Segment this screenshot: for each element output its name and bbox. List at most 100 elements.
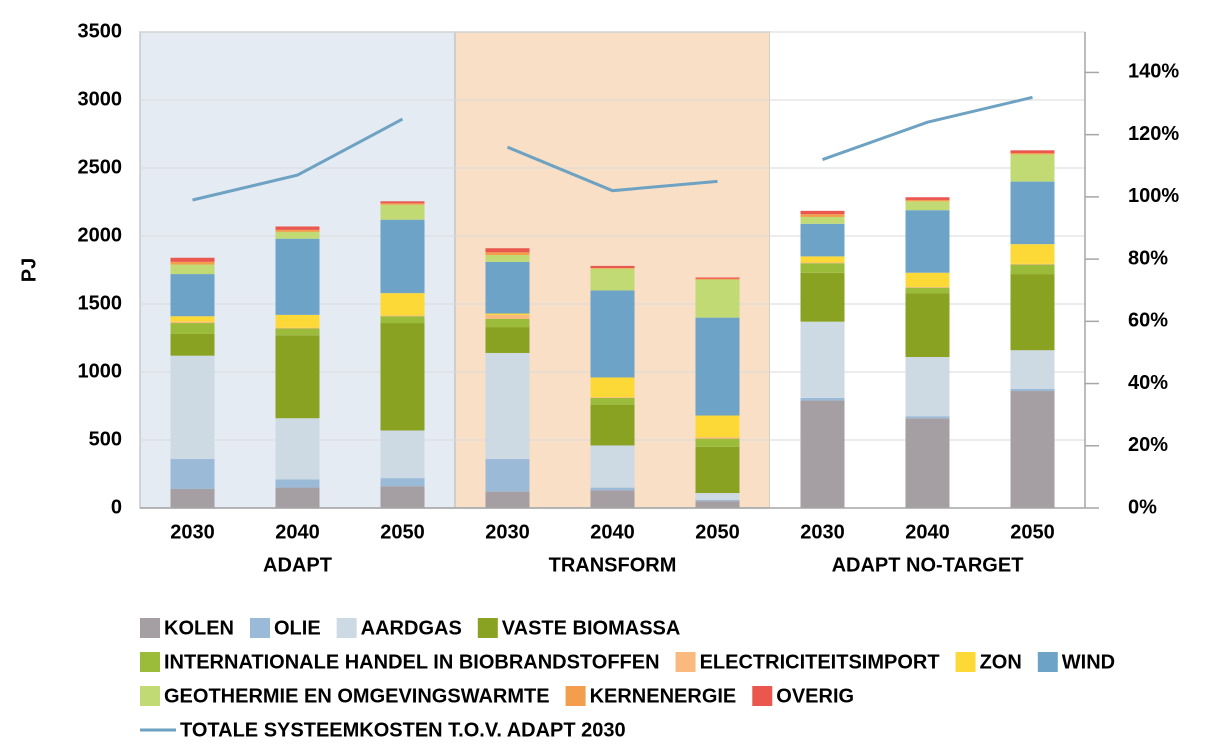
legend-label: OLIE bbox=[274, 617, 321, 639]
y-tick-label: 1500 bbox=[78, 292, 123, 314]
bar-segment bbox=[1010, 263, 1055, 265]
bar-segment bbox=[590, 268, 635, 291]
bar-segment bbox=[275, 487, 320, 508]
bar-segment bbox=[800, 400, 845, 508]
group-label: ADAPT NO-TARGET bbox=[832, 554, 1024, 576]
legend-swatch bbox=[336, 618, 357, 638]
bars bbox=[170, 150, 1055, 508]
legend-item: ELECTRICITEITSIMPORT bbox=[675, 651, 940, 673]
bar-segment bbox=[170, 323, 215, 334]
bar-segment bbox=[170, 261, 215, 265]
legend-item: VASTE BIOMASSA bbox=[477, 617, 681, 639]
bar-segment bbox=[380, 204, 425, 220]
x-tick-label: 2040 bbox=[590, 521, 635, 543]
bar-segment bbox=[275, 335, 320, 419]
y2-tick-label: 40% bbox=[1128, 372, 1168, 394]
bar-segment bbox=[1010, 274, 1055, 351]
x-tick-label: 2040 bbox=[275, 521, 320, 543]
bar-segment bbox=[905, 287, 950, 294]
bar-segment bbox=[1010, 244, 1055, 264]
bar-segment bbox=[275, 238, 320, 315]
bar-segment bbox=[380, 219, 425, 294]
bar-segment bbox=[170, 316, 215, 322]
y-axis-label: PJ bbox=[18, 258, 40, 282]
bar-segment bbox=[1010, 154, 1055, 182]
bar-segment bbox=[485, 352, 530, 460]
x-tick-label: 2030 bbox=[800, 521, 845, 543]
bar-segment bbox=[485, 459, 530, 492]
bar-segment bbox=[695, 437, 740, 439]
bar-segment bbox=[380, 430, 425, 479]
bar-segment bbox=[1010, 153, 1055, 155]
bar-segment bbox=[170, 274, 215, 317]
legend-label: VASTE BIOMASSA bbox=[502, 617, 681, 639]
group-label: TRANSFORM bbox=[549, 554, 677, 576]
bar-segment bbox=[485, 252, 530, 256]
legend-label: OVERIG bbox=[776, 685, 854, 707]
legend-item: AARDGAS bbox=[336, 617, 462, 639]
bar-segment bbox=[800, 262, 845, 264]
bar-segment bbox=[905, 416, 950, 419]
legend-label: KOLEN bbox=[164, 617, 234, 639]
bar-segment bbox=[800, 210, 845, 215]
legend-label: INTERNATIONALE HANDEL IN BIOBRANDSTOFFEN bbox=[164, 651, 660, 673]
bar-segment bbox=[695, 415, 740, 438]
y2-tick-label: 100% bbox=[1128, 185, 1179, 207]
y2-tick-label: 20% bbox=[1128, 434, 1168, 456]
bar-segment bbox=[170, 355, 215, 460]
legend-label: ZON bbox=[980, 651, 1022, 673]
bar-segment bbox=[275, 314, 320, 328]
bar-segment bbox=[590, 404, 635, 446]
bar-segment bbox=[695, 278, 740, 280]
bar-segment bbox=[485, 318, 530, 328]
bar-segment bbox=[695, 279, 740, 318]
bar-segment bbox=[380, 323, 425, 431]
legend-swatch bbox=[1037, 652, 1058, 672]
bar-segment bbox=[1010, 150, 1055, 154]
legend-label: TOTALE SYSTEEMKOSTEN T.O.V. ADAPT 2030 bbox=[180, 719, 626, 741]
legend-item: INTERNATIONALE HANDEL IN BIOBRANDSTOFFEN bbox=[140, 651, 660, 673]
line-series bbox=[821, 95, 1033, 161]
bar-segment bbox=[695, 277, 740, 279]
bar-segment bbox=[275, 226, 320, 230]
bar-segment bbox=[380, 315, 425, 317]
y-tick-label: 3000 bbox=[78, 88, 123, 110]
legend-item: GEOTHERMIE EN OMGEVINGSWARMTE bbox=[140, 685, 550, 707]
legend-item: KERNENERGIE bbox=[565, 685, 736, 707]
bar-segment bbox=[380, 203, 425, 205]
bar-segment bbox=[485, 248, 530, 253]
bar-segment bbox=[695, 501, 740, 508]
bar-segment bbox=[485, 327, 530, 353]
legend-item: KOLEN bbox=[140, 617, 234, 639]
bar-segment bbox=[905, 293, 950, 358]
bar-segment bbox=[380, 293, 425, 316]
bar-segment bbox=[1010, 350, 1055, 389]
bar-segment bbox=[170, 459, 215, 489]
bar-segment bbox=[590, 290, 635, 378]
bar-segment bbox=[800, 272, 845, 322]
legend-swatch bbox=[140, 652, 160, 672]
bar-segment bbox=[170, 264, 215, 275]
bar-segment bbox=[800, 214, 845, 217]
bar-segment bbox=[275, 328, 320, 336]
bar-segment bbox=[380, 478, 425, 487]
legend-item: WIND bbox=[1037, 651, 1115, 673]
bar-segment bbox=[905, 210, 950, 273]
bar-segment bbox=[275, 231, 320, 239]
bar-segment bbox=[275, 418, 320, 480]
legend-label: WIND bbox=[1062, 651, 1115, 673]
bar-segment bbox=[695, 438, 740, 447]
y2-tick-label: 120% bbox=[1128, 123, 1179, 145]
y2-tick-label: 140% bbox=[1128, 61, 1179, 83]
legend-swatch bbox=[140, 618, 160, 638]
legend-swatch bbox=[140, 686, 160, 706]
bar-segment bbox=[905, 418, 950, 508]
x-tick-label: 2030 bbox=[170, 521, 215, 543]
bar-segment bbox=[695, 317, 740, 416]
line-series bbox=[192, 117, 404, 202]
bar-segment bbox=[170, 333, 215, 356]
bar-segment bbox=[170, 488, 215, 508]
x-tick-label: 2040 bbox=[905, 521, 950, 543]
y-tick-label: 0 bbox=[111, 496, 122, 518]
